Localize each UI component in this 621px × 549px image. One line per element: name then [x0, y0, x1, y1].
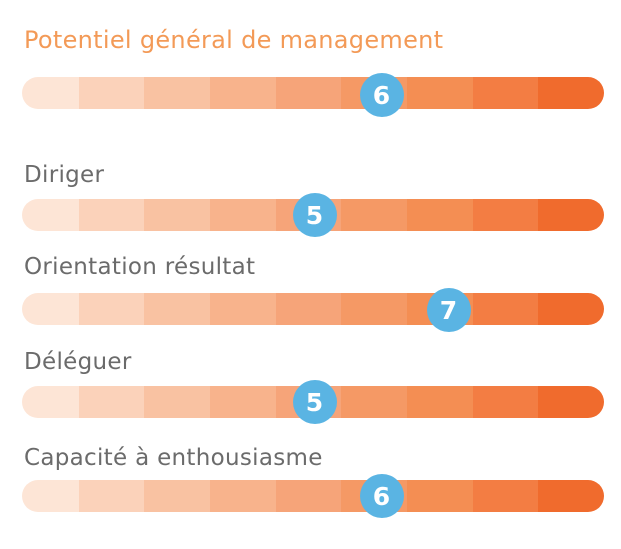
scale-segment [407, 77, 473, 109]
scale-segment [210, 386, 276, 418]
scale-segment [78, 77, 145, 109]
score-marker-general: 6 [359, 73, 404, 117]
scale-bar-orientation-resultat [22, 293, 604, 325]
scale-segment [472, 293, 539, 325]
score-marker-deleguer: 5 [292, 380, 337, 424]
score-marker-diriger: 5 [292, 193, 337, 237]
score-marker-capacite-enthousiasme: 6 [359, 474, 404, 518]
scale-segment [22, 293, 79, 325]
scale-label-general: Potentiel général de management [24, 26, 444, 54]
scale-segment [210, 77, 276, 109]
scale-segment [407, 386, 473, 418]
scale-segment [407, 480, 473, 512]
scale-segment [472, 480, 539, 512]
scale-segment [472, 199, 539, 231]
scale-segment [538, 199, 604, 231]
scale-segment [275, 480, 342, 512]
scale-segment [341, 386, 408, 418]
scale-segment [78, 293, 145, 325]
score-marker-orientation-resultat: 7 [426, 288, 471, 332]
scale-segment [144, 386, 211, 418]
scale-segment [538, 386, 604, 418]
scale-segment [22, 77, 79, 109]
scale-segment [144, 77, 211, 109]
scale-segment [78, 480, 145, 512]
scale-segment [275, 293, 342, 325]
scale-segment [341, 199, 408, 231]
scale-label-deleguer: Déléguer [24, 349, 132, 375]
scale-segment [341, 293, 408, 325]
scale-label-capacite-enthousiasme: Capacité à enthousiasme [24, 445, 323, 471]
scale-segment [210, 293, 276, 325]
scale-segment [538, 77, 604, 109]
scale-segment [22, 199, 79, 231]
scale-segment [538, 480, 604, 512]
scale-segment [22, 386, 79, 418]
scale-segment [210, 199, 276, 231]
scale-segment [22, 480, 79, 512]
scale-segment [472, 77, 539, 109]
scale-segment [275, 77, 342, 109]
scale-bar-general [22, 77, 604, 109]
scale-segment [144, 199, 211, 231]
scale-segment [78, 386, 145, 418]
scale-segment [407, 199, 473, 231]
scale-segment [538, 293, 604, 325]
scale-label-diriger: Diriger [24, 162, 105, 188]
scale-label-orientation-resultat: Orientation résultat [24, 254, 256, 280]
scale-segment [78, 199, 145, 231]
scale-segment [472, 386, 539, 418]
scale-segment [144, 293, 211, 325]
scale-bar-capacite-enthousiasme [22, 480, 604, 512]
scale-segment [210, 480, 276, 512]
scale-segment [144, 480, 211, 512]
